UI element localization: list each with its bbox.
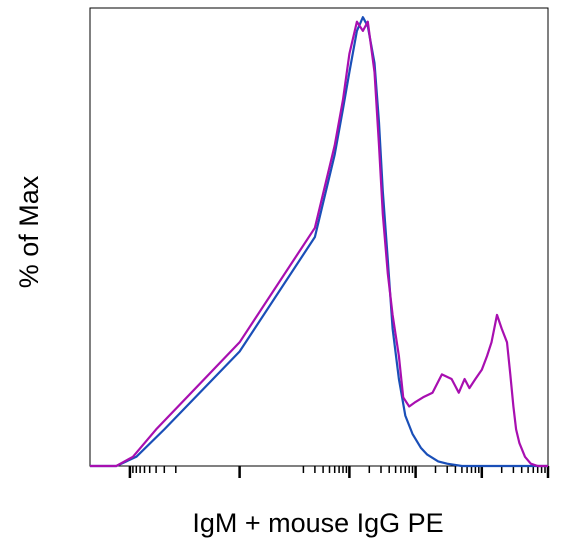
series-group xyxy=(90,16,548,468)
series-line-2 xyxy=(90,20,548,468)
x-axis-ticks xyxy=(128,466,550,478)
x-axis-label: IgM + mouse IgG PE xyxy=(192,508,443,538)
plot-frame xyxy=(89,7,549,467)
y-axis-label: % of Max xyxy=(14,175,44,288)
